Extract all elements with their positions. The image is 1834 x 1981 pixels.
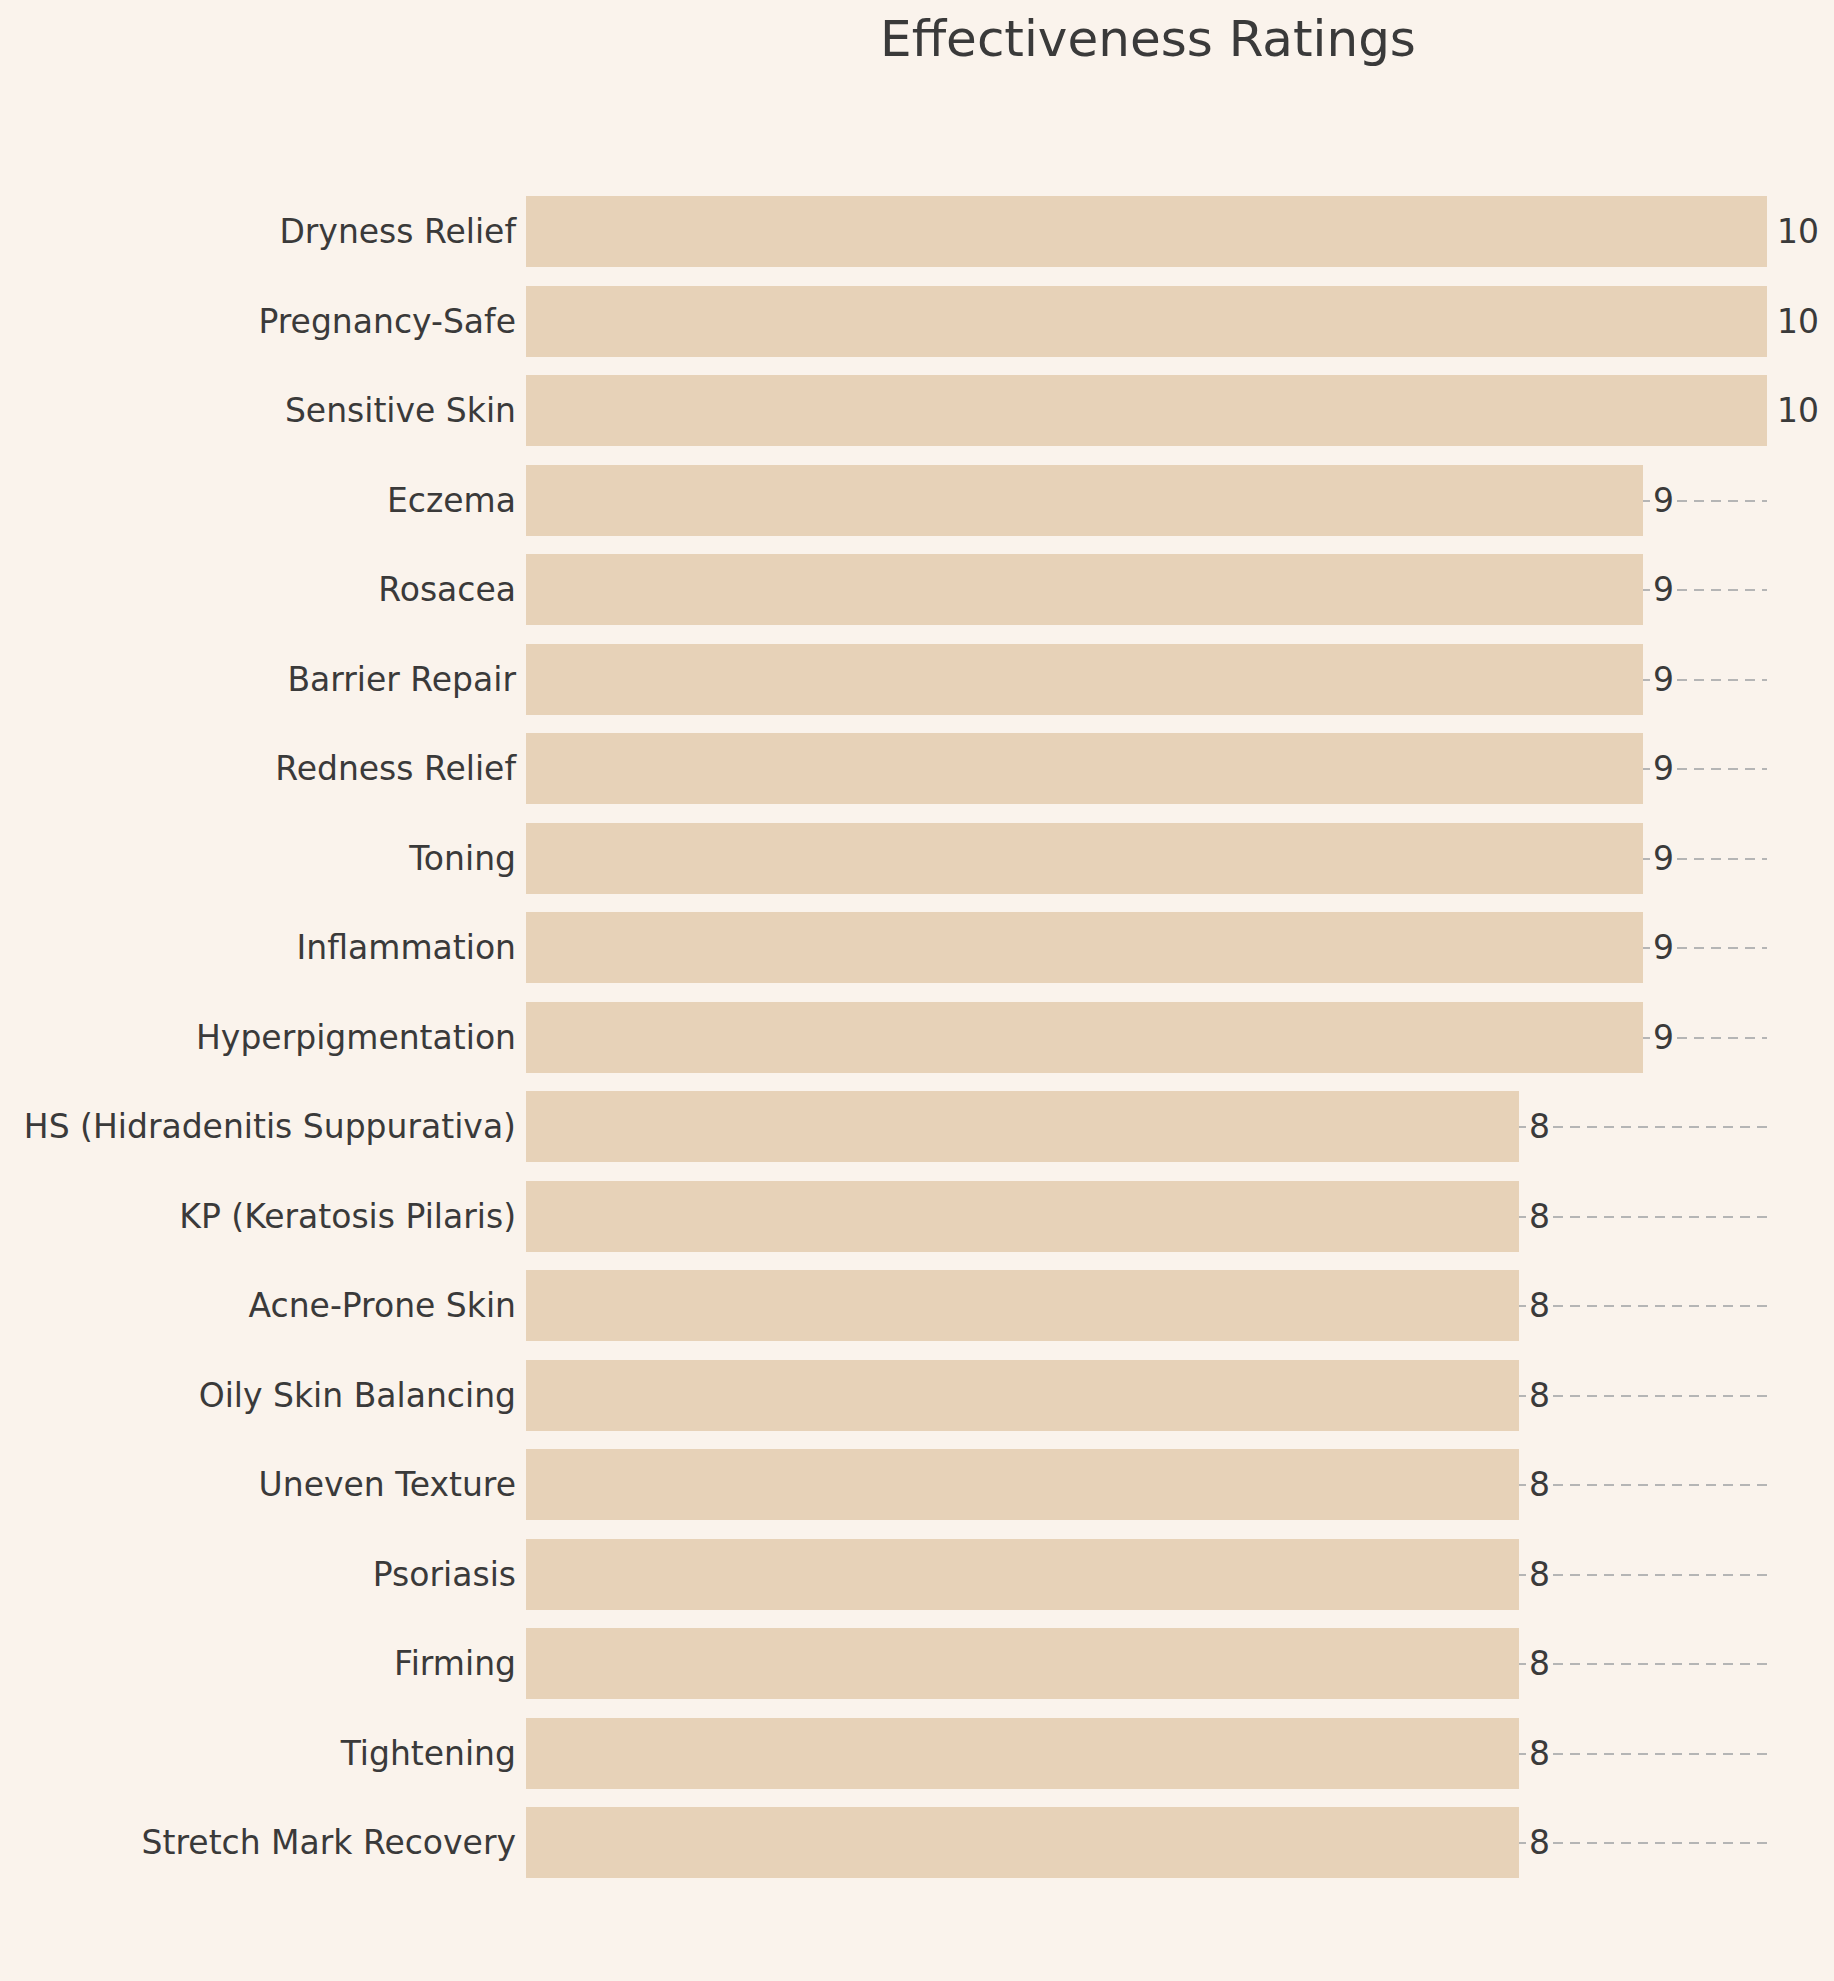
value-label: 10 bbox=[1774, 389, 1822, 433]
bar bbox=[526, 1628, 1519, 1699]
gridline bbox=[1519, 1574, 1767, 1576]
value-label: 8 bbox=[1526, 1105, 1553, 1149]
category-label: Toning bbox=[0, 837, 516, 881]
value-label: 8 bbox=[1526, 1553, 1553, 1597]
gridline bbox=[1519, 1663, 1767, 1665]
bar bbox=[526, 465, 1643, 536]
gridline bbox=[1519, 1484, 1767, 1486]
gridline bbox=[1519, 1395, 1767, 1397]
bar bbox=[526, 1091, 1519, 1162]
bar bbox=[526, 1360, 1519, 1431]
bar bbox=[526, 644, 1643, 715]
bar bbox=[526, 196, 1767, 267]
value-label: 10 bbox=[1774, 300, 1822, 344]
category-label: Barrier Repair bbox=[0, 658, 516, 702]
value-label: 8 bbox=[1526, 1284, 1553, 1328]
value-label: 8 bbox=[1526, 1195, 1553, 1239]
bar bbox=[526, 1270, 1519, 1341]
gridline bbox=[1519, 1126, 1767, 1128]
value-label: 9 bbox=[1650, 658, 1677, 702]
category-label: Stretch Mark Recovery bbox=[0, 1821, 516, 1865]
value-label: 9 bbox=[1650, 747, 1677, 791]
value-label: 8 bbox=[1526, 1642, 1553, 1686]
category-label: Acne-Prone Skin bbox=[0, 1284, 516, 1328]
bar bbox=[526, 823, 1643, 894]
bar bbox=[526, 554, 1643, 625]
bar bbox=[526, 1807, 1519, 1878]
category-label: Redness Relief bbox=[0, 747, 516, 791]
category-label: Tightening bbox=[0, 1732, 516, 1776]
gridline bbox=[1519, 1753, 1767, 1755]
bar bbox=[526, 1449, 1519, 1520]
bar bbox=[526, 1539, 1519, 1610]
value-label: 8 bbox=[1526, 1821, 1553, 1865]
category-label: KP (Keratosis Pilaris) bbox=[0, 1195, 516, 1239]
bar bbox=[526, 733, 1643, 804]
bar bbox=[526, 286, 1767, 357]
value-label: 8 bbox=[1526, 1374, 1553, 1418]
category-label: Pregnancy-Safe bbox=[0, 300, 516, 344]
value-label: 10 bbox=[1774, 210, 1822, 254]
category-label: Oily Skin Balancing bbox=[0, 1374, 516, 1418]
category-label: Eczema bbox=[0, 479, 516, 523]
bar bbox=[526, 1181, 1519, 1252]
bar bbox=[526, 1002, 1643, 1073]
category-label: HS (Hidradenitis Suppurativa) bbox=[0, 1105, 516, 1149]
category-label: Firming bbox=[0, 1642, 516, 1686]
value-label: 9 bbox=[1650, 568, 1677, 612]
gridline bbox=[1519, 1305, 1767, 1307]
chart-title: Effectiveness Ratings bbox=[526, 10, 1770, 68]
bar bbox=[526, 912, 1643, 983]
gridline bbox=[1519, 1216, 1767, 1218]
value-label: 9 bbox=[1650, 479, 1677, 523]
category-label: Inflammation bbox=[0, 926, 516, 970]
value-label: 8 bbox=[1526, 1463, 1553, 1507]
value-label: 8 bbox=[1526, 1732, 1553, 1776]
category-label: Rosacea bbox=[0, 568, 516, 612]
value-label: 9 bbox=[1650, 926, 1677, 970]
gridline bbox=[1519, 1842, 1767, 1844]
bar bbox=[526, 1718, 1519, 1789]
category-label: Sensitive Skin bbox=[0, 389, 516, 433]
category-label: Hyperpigmentation bbox=[0, 1016, 516, 1060]
category-label: Dryness Relief bbox=[0, 210, 516, 254]
value-label: 9 bbox=[1650, 837, 1677, 881]
category-label: Uneven Texture bbox=[0, 1463, 516, 1507]
category-label: Psoriasis bbox=[0, 1553, 516, 1597]
bar bbox=[526, 375, 1767, 446]
value-label: 9 bbox=[1650, 1016, 1677, 1060]
